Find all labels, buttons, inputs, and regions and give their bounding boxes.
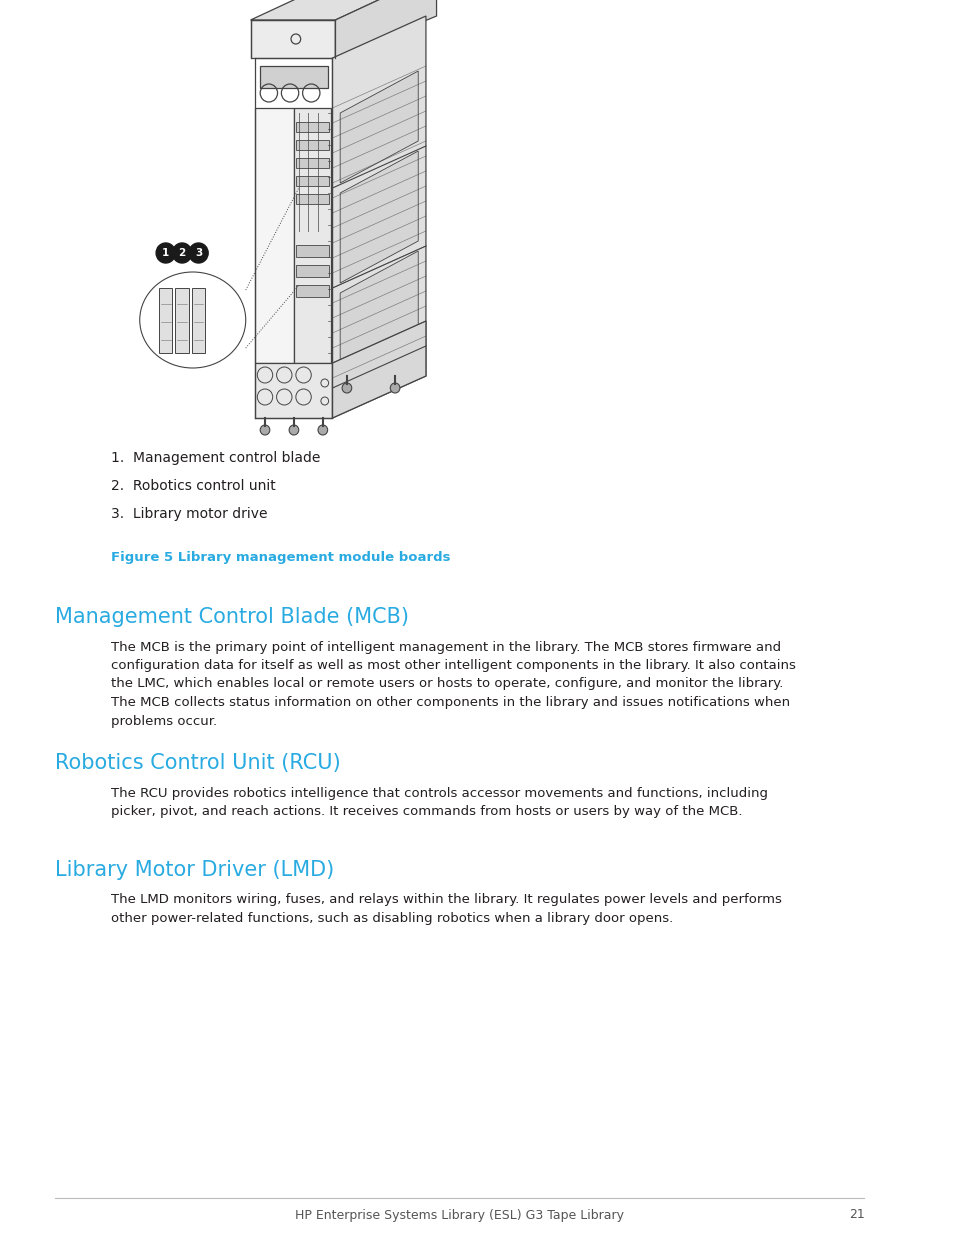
Circle shape [260, 425, 270, 435]
Text: 3: 3 [194, 248, 202, 258]
FancyBboxPatch shape [294, 107, 330, 363]
Circle shape [289, 425, 298, 435]
Circle shape [342, 383, 352, 393]
Text: other power-related functions, such as disabling robotics when a library door op: other power-related functions, such as d… [111, 911, 673, 925]
FancyBboxPatch shape [260, 65, 327, 88]
FancyBboxPatch shape [192, 288, 205, 352]
Polygon shape [340, 70, 417, 183]
Text: Library Motor Driver (LMD): Library Motor Driver (LMD) [55, 860, 334, 881]
Circle shape [317, 425, 327, 435]
FancyBboxPatch shape [159, 288, 172, 352]
Text: The MCB is the primary point of intelligent management in the library. The MCB s: The MCB is the primary point of intellig… [111, 641, 781, 653]
Text: 21: 21 [848, 1209, 863, 1221]
FancyBboxPatch shape [295, 122, 328, 132]
Text: The RCU provides robotics intelligence that controls accessor movements and func: The RCU provides robotics intelligence t… [111, 787, 767, 799]
Text: 1.  Management control blade: 1. Management control blade [111, 451, 320, 466]
Text: HP Enterprise Systems Library (ESL) G3 Tape Library: HP Enterprise Systems Library (ESL) G3 T… [294, 1209, 623, 1221]
Circle shape [172, 243, 192, 263]
Polygon shape [340, 341, 417, 393]
Polygon shape [335, 0, 436, 58]
Text: picker, pivot, and reach actions. It receives commands from hosts or users by wa: picker, pivot, and reach actions. It rec… [111, 805, 741, 818]
FancyBboxPatch shape [295, 140, 328, 149]
FancyBboxPatch shape [295, 245, 328, 257]
Text: Robotics Control Unit (RCU): Robotics Control Unit (RCU) [55, 753, 340, 773]
FancyBboxPatch shape [295, 284, 328, 296]
Polygon shape [251, 0, 436, 20]
FancyBboxPatch shape [255, 363, 333, 417]
Text: Management Control Blade (MCB): Management Control Blade (MCB) [55, 606, 409, 627]
FancyBboxPatch shape [255, 107, 294, 363]
Circle shape [390, 383, 399, 393]
Text: The MCB collects status information on other components in the library and issue: The MCB collects status information on o… [111, 697, 789, 709]
Text: the LMC, which enables local or remote users or hosts to operate, configure, and: the LMC, which enables local or remote u… [111, 678, 782, 690]
FancyBboxPatch shape [295, 158, 328, 168]
Text: 2.  Robotics control unit: 2. Robotics control unit [111, 479, 275, 493]
FancyBboxPatch shape [295, 264, 328, 277]
Polygon shape [251, 20, 335, 58]
FancyBboxPatch shape [175, 288, 189, 352]
Circle shape [156, 243, 175, 263]
Polygon shape [340, 151, 417, 283]
Text: problems occur.: problems occur. [111, 715, 216, 727]
Text: 1: 1 [162, 248, 170, 258]
Polygon shape [333, 16, 425, 417]
FancyBboxPatch shape [295, 194, 328, 204]
Polygon shape [255, 16, 425, 58]
Text: configuration data for itself as well as most other intelligent components in th: configuration data for itself as well as… [111, 659, 795, 672]
Text: 2: 2 [178, 248, 186, 258]
Text: The LMD monitors wiring, fuses, and relays within the library. It regulates powe: The LMD monitors wiring, fuses, and rela… [111, 893, 781, 906]
Text: 3.  Library motor drive: 3. Library motor drive [111, 508, 267, 521]
Circle shape [189, 243, 208, 263]
FancyBboxPatch shape [295, 177, 328, 186]
Polygon shape [333, 321, 425, 417]
Ellipse shape [139, 272, 246, 368]
Text: Figure 5 Library management module boards: Figure 5 Library management module board… [111, 552, 450, 564]
Polygon shape [340, 251, 417, 383]
